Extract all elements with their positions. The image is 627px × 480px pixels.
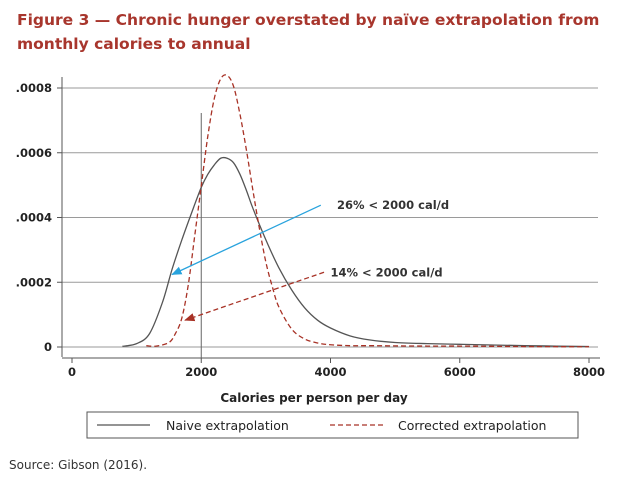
- y-tick-label: .0006: [16, 146, 52, 160]
- annotation-arrow-corrected: [184, 271, 325, 322]
- x-tick-label: 4000: [314, 365, 346, 379]
- x-tick-label: 6000: [444, 365, 476, 379]
- series-corrected-line: [146, 74, 590, 348]
- gridlines: [62, 87, 598, 348]
- x-axis-title: Calories per person per day: [220, 391, 407, 405]
- series: [122, 74, 590, 348]
- x-tick-label: 8000: [573, 365, 605, 379]
- axis-ticks: 0 .0002 .0004 .0006 .0008 0 2000 4000 6000 8000: [16, 81, 605, 379]
- x-tick-label: 0: [68, 365, 76, 379]
- figure-title: Figure 3 — Chronic hunger overstated by …: [17, 11, 600, 53]
- y-tick-label: .0008: [16, 81, 52, 95]
- annotation-label-naive: 26% < 2000 cal/d: [337, 198, 449, 212]
- series-naive-line: [122, 156, 590, 348]
- y-tick-label: .0004: [16, 211, 52, 225]
- annotation-arrow-naive: [171, 204, 322, 276]
- annotations: 26% < 2000 cal/d 14% < 2000 cal/d: [171, 198, 449, 322]
- y-tick-label: 0: [44, 340, 52, 354]
- legend-label-naive: Naive extrapolation: [166, 418, 289, 433]
- x-tick-label: 2000: [185, 365, 217, 379]
- legend-label-corrected: Corrected extrapolation: [398, 418, 546, 433]
- annotation-label-corrected: 14% < 2000 cal/d: [331, 265, 443, 279]
- y-tick-label: .0002: [16, 275, 52, 289]
- source-note: Source: Gibson (2016).: [9, 458, 148, 472]
